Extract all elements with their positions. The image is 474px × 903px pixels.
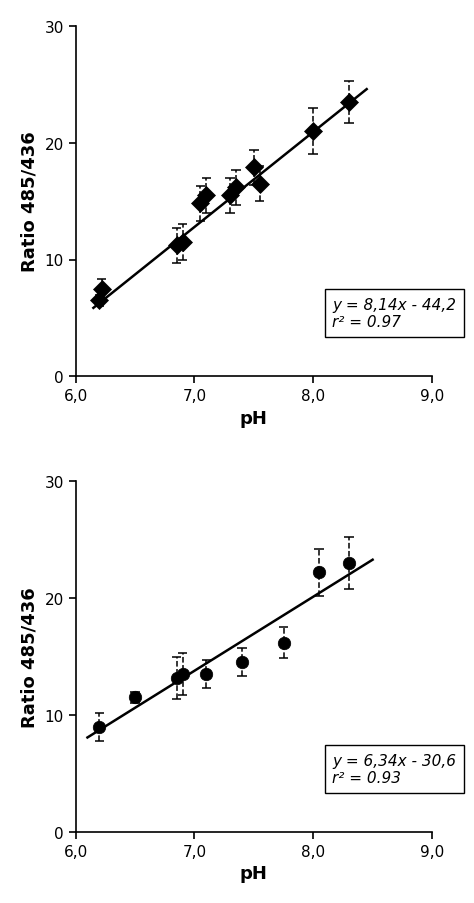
X-axis label: pH: pH: [240, 409, 268, 427]
Text: y = 8,14x - 44,2
r² = 0.97: y = 8,14x - 44,2 r² = 0.97: [332, 298, 456, 330]
X-axis label: pH: pH: [240, 864, 268, 882]
Y-axis label: Ratio 485/436: Ratio 485/436: [21, 132, 39, 272]
Text: y = 6,34x - 30,6
r² = 0.93: y = 6,34x - 30,6 r² = 0.93: [332, 753, 456, 785]
Y-axis label: Ratio 485/436: Ratio 485/436: [21, 587, 39, 727]
